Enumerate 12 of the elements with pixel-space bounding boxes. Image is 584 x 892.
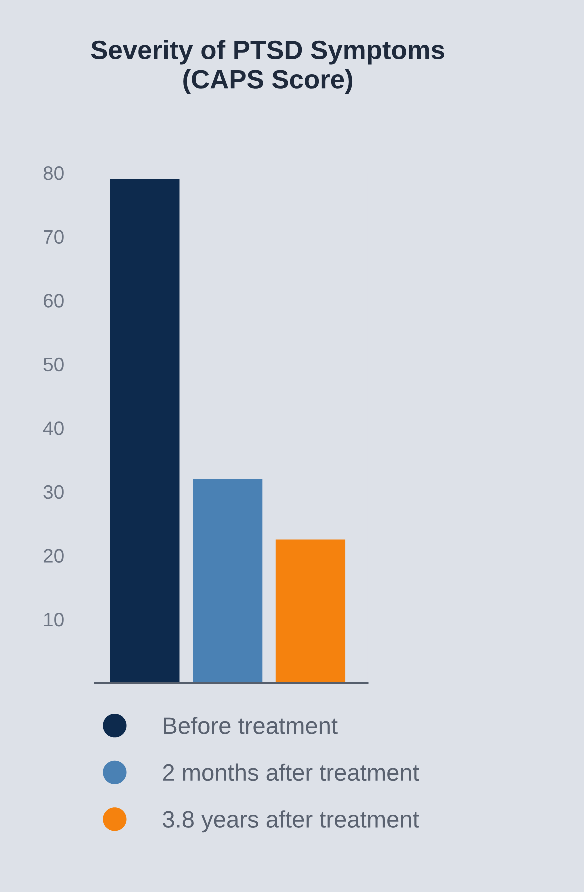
y-tick-label: 10	[44, 612, 64, 627]
y-tick-label: 30	[44, 485, 64, 500]
y-tick-label: 40	[43, 422, 64, 436]
y-tick-label: 80	[44, 166, 64, 180]
legend-label: 3.8 years after treatment	[163, 810, 420, 833]
y-tick-label: 20	[44, 549, 64, 563]
legend-label: 2 months after treatment	[163, 764, 420, 782]
y-tick-label: 70	[44, 230, 64, 244]
legend-label: Before treatment	[164, 717, 338, 734]
chart-title: Severity of PTSD Symptoms (CAPS Score)	[91, 40, 444, 94]
y-tick-label: 60	[44, 294, 64, 308]
y-tick-label: 50	[44, 358, 64, 372]
